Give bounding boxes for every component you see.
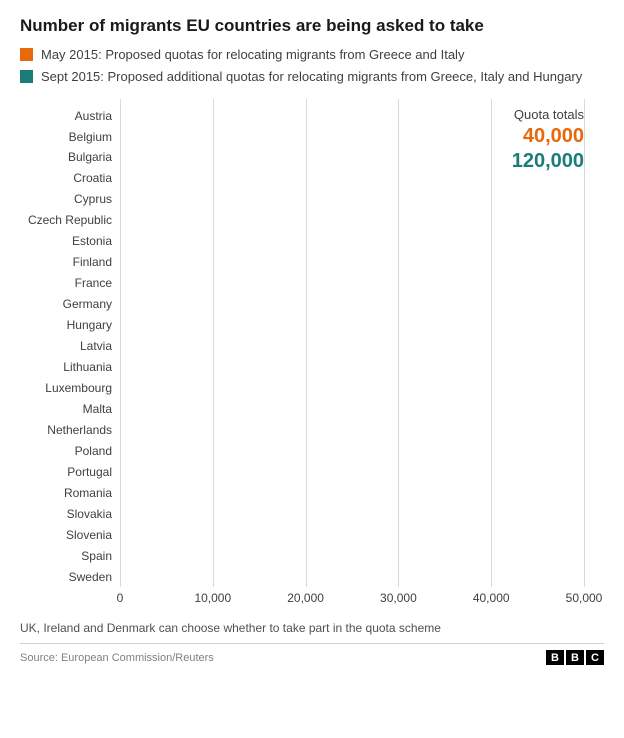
- x-tick-label: 20,000: [287, 591, 324, 605]
- x-tick-label: 0: [117, 591, 124, 605]
- table-row: Portugal: [120, 465, 584, 479]
- country-label: Luxembourg: [20, 381, 112, 395]
- country-label: Slovakia: [20, 507, 112, 521]
- table-row: Poland: [120, 444, 584, 458]
- legend-swatch: [20, 48, 33, 61]
- country-label: Finland: [20, 255, 112, 269]
- bars-container: AustriaBelgiumBulgariaCroatiaCyprusCzech…: [120, 105, 584, 587]
- totals-title: Quota totals: [512, 107, 584, 122]
- source-line: Source: European Commission/Reuters: [20, 652, 214, 664]
- country-label: Spain: [20, 549, 112, 563]
- country-label: Croatia: [20, 171, 112, 185]
- table-row: Latvia: [120, 339, 584, 353]
- table-row: Slovenia: [120, 528, 584, 542]
- table-row: Luxembourg: [120, 381, 584, 395]
- table-row: Estonia: [120, 234, 584, 248]
- country-label: Germany: [20, 297, 112, 311]
- table-row: Lithuania: [120, 360, 584, 374]
- quota-totals: Quota totals 40,000 120,000: [512, 107, 584, 174]
- table-row: Sweden: [120, 570, 584, 584]
- x-tick-label: 50,000: [566, 591, 603, 605]
- country-label: Netherlands: [20, 423, 112, 437]
- country-label: Lithuania: [20, 360, 112, 374]
- table-row: Germany: [120, 297, 584, 311]
- table-row: Czech Republic: [120, 213, 584, 227]
- bbc-box: B: [566, 650, 584, 665]
- chart-title: Number of migrants EU countries are bein…: [20, 16, 604, 36]
- bbc-box: B: [546, 650, 564, 665]
- table-row: Finland: [120, 255, 584, 269]
- country-label: Sweden: [20, 570, 112, 584]
- country-label: Estonia: [20, 234, 112, 248]
- table-row: Malta: [120, 402, 584, 416]
- country-label: Hungary: [20, 318, 112, 332]
- legend-swatch: [20, 70, 33, 83]
- country-label: Poland: [20, 444, 112, 458]
- bbc-logo: BBC: [546, 650, 604, 665]
- table-row: France: [120, 276, 584, 290]
- table-row: Slovakia: [120, 507, 584, 521]
- country-label: Cyprus: [20, 192, 112, 206]
- table-row: Netherlands: [120, 423, 584, 437]
- country-label: Czech Republic: [20, 213, 112, 227]
- legend: May 2015: Proposed quotas for relocating…: [20, 46, 604, 85]
- country-label: Romania: [20, 486, 112, 500]
- table-row: Spain: [120, 549, 584, 563]
- footnote: UK, Ireland and Denmark can choose wheth…: [20, 621, 604, 635]
- x-tick-label: 10,000: [194, 591, 231, 605]
- country-label: Portugal: [20, 465, 112, 479]
- table-row: Cyprus: [120, 192, 584, 206]
- country-label: Latvia: [20, 339, 112, 353]
- chart: Austria Belgium Bulgaria Croatia Cyprus Czech…: [20, 99, 604, 609]
- legend-text: May 2015: Proposed quotas for relocating…: [41, 46, 604, 64]
- totals-may: 40,000: [512, 124, 584, 149]
- country-label: Belgium: [20, 130, 112, 144]
- country-label: Slovenia: [20, 528, 112, 542]
- chart-area: AustriaBelgiumBulgariaCroatiaCyprusCzech…: [120, 99, 584, 609]
- bottom-bar: Source: European Commission/Reuters BBC: [20, 643, 604, 665]
- legend-item: Sept 2015: Proposed additional quotas fo…: [20, 68, 604, 86]
- x-tick-label: 40,000: [473, 591, 510, 605]
- table-row: Hungary: [120, 318, 584, 332]
- country-label: France: [20, 276, 112, 290]
- totals-sept: 120,000: [512, 149, 584, 174]
- table-row: Romania: [120, 486, 584, 500]
- country-label: Austria: [20, 109, 112, 123]
- legend-item: May 2015: Proposed quotas for relocating…: [20, 46, 604, 64]
- bbc-box: C: [586, 650, 604, 665]
- country-label: Malta: [20, 402, 112, 416]
- x-tick-label: 30,000: [380, 591, 417, 605]
- x-axis: 010,00020,00030,00040,00050,000: [120, 587, 584, 609]
- country-label: Bulgaria: [20, 150, 112, 164]
- legend-text: Sept 2015: Proposed additional quotas fo…: [41, 68, 604, 86]
- gridline: [584, 99, 585, 587]
